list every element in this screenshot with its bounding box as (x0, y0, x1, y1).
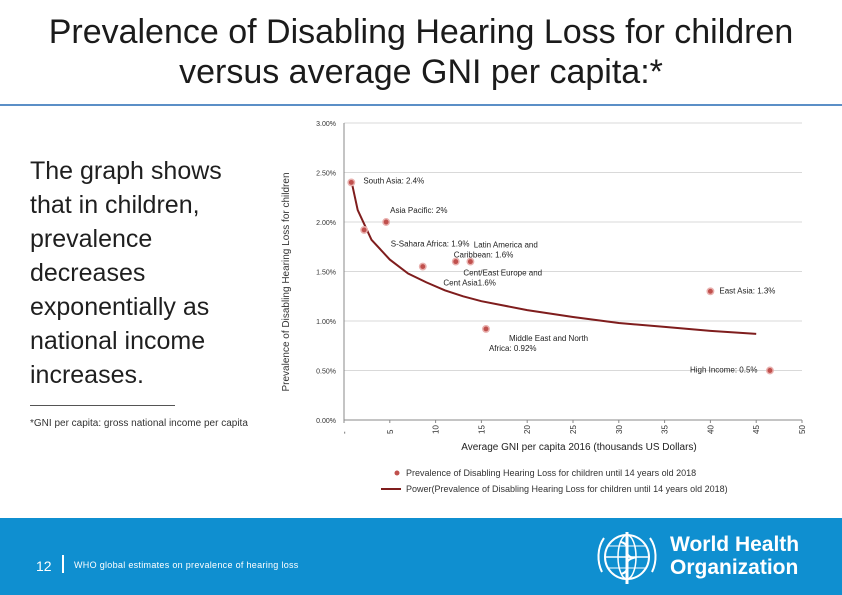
y-tick-label: 2.50% (316, 171, 336, 178)
x-tick-label: 5 (386, 429, 395, 434)
x-tick-label: 30 (615, 425, 624, 434)
data-point (706, 287, 715, 296)
y-tick-label: 2.00% (316, 220, 336, 227)
data-point (418, 262, 427, 271)
annotations: South Asia: 2.4% Asia Pacific: 2% S-Sahara… (363, 176, 775, 374)
x-tick-label: - (340, 431, 349, 434)
legend-series-label: Prevalence of Disabling Hearing Loss for… (406, 468, 696, 478)
x-tick-label: 45 (752, 425, 761, 434)
y-axis-label: Prevalence of Disabling Hearing Loss for… (281, 172, 292, 391)
who-logo-line1: World Health (670, 533, 800, 556)
axes (343, 123, 803, 423)
scatter-chart: 0.00% 0.50% 1.00% 1.50% 2.00% 2.50% 3.00% - 5 10… (281, 121, 807, 494)
page-number: 12 (36, 558, 52, 574)
footer-bar (0, 518, 842, 595)
legend-marker (394, 470, 400, 476)
x-tick-label: 15 (477, 425, 486, 434)
footnote: *GNI per capita: gross national income p… (30, 418, 248, 429)
data-label: Cent/East Europe and Cent Asia1.6% (443, 269, 542, 288)
who-logo-text: World Health Organization (670, 533, 799, 579)
data-point (382, 218, 391, 226)
x-tick-label: 20 (523, 425, 532, 434)
y-tick-label: 0.50% (316, 369, 336, 376)
data-label: S-Sahara Africa: 1.9% (391, 240, 470, 249)
data-point (451, 257, 460, 266)
data-label: East Asia: 1.3% (719, 286, 775, 295)
slide-title: Prevalence of Disabling Hearing Loss for… (48, 13, 794, 91)
data-point (347, 178, 356, 187)
y-tick-label: 3.00% (316, 121, 336, 128)
legend-trend-label: Power(Prevalence of Disabling Hearing Lo… (406, 484, 728, 494)
x-tick-label: 25 (569, 425, 578, 434)
x-tick-label: 40 (706, 425, 715, 434)
data-label: Latin America and Caribbean: 1.6% (454, 241, 538, 260)
description-text: The graph shows that in children, preval… (30, 157, 222, 389)
y-tick-label: 1.00% (316, 319, 336, 326)
x-tick-label: 35 (661, 425, 670, 434)
data-label: High Income: 0.5% (690, 366, 758, 375)
data-label: Asia Pacific: 2% (390, 206, 447, 215)
y-tick-labels: 0.00% 0.50% 1.00% 1.50% 2.00% 2.50% 3.00% (316, 121, 336, 425)
legend: Prevalence of Disabling Hearing Loss for… (381, 468, 728, 494)
data-label: Middle East and North Africa: 0.92% (489, 334, 588, 353)
data-point (360, 225, 369, 234)
x-axis-label: Average GNI per capita 2016 (thousands U… (461, 442, 697, 453)
footer-separator (62, 555, 64, 573)
trend-line (350, 180, 757, 335)
title-divider (0, 104, 842, 106)
y-tick-label: 0.00% (316, 418, 336, 425)
data-point (466, 257, 475, 266)
who-emblem-icon (597, 532, 657, 584)
footnote-divider (30, 405, 175, 406)
data-label: South Asia: 2.4% (363, 176, 424, 185)
data-point (482, 324, 490, 333)
x-tick-labels: - 5 10 15 20 25 30 35 40 45 50 (340, 425, 807, 434)
footer-text: WHO global estimates on prevalence of he… (74, 560, 299, 570)
x-tick-label: 10 (432, 425, 441, 434)
y-tick-label: 1.50% (316, 270, 336, 277)
x-tick-label: 50 (798, 425, 807, 434)
data-points (347, 178, 774, 375)
data-point (765, 366, 774, 375)
gridlines (344, 122, 802, 371)
who-logo-line2: Organization (670, 556, 799, 579)
